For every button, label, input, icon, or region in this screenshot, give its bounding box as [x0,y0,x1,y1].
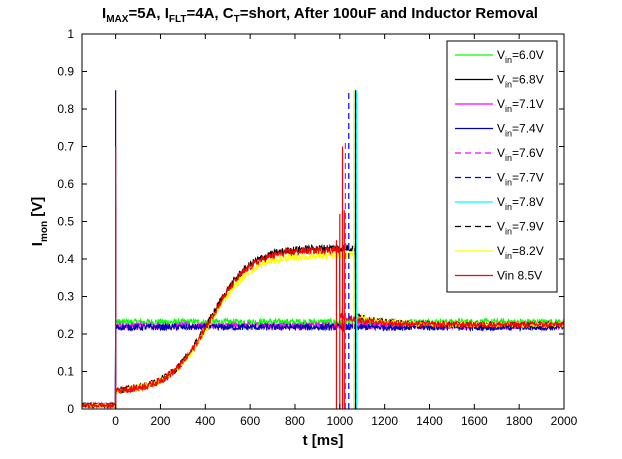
x-tick-label: 1000 [326,414,353,428]
title-part: FLT [169,14,187,25]
x-tick-label: 400 [195,414,215,428]
title-part: I [102,5,106,22]
legend-label: Vin=7.7V [497,171,544,188]
legend-label: Vin 8.5V [497,269,542,283]
x-tick-label: 1800 [506,414,533,428]
series-line [82,321,564,409]
y-tick-label: 0.6 [57,177,74,191]
plot-area [82,90,564,409]
x-tick-label: 200 [150,414,170,428]
x-axis-label: t [ms] [303,432,344,449]
y-tick-label: 0.7 [57,140,74,154]
title-part: T [234,14,240,25]
legend: Vin=6.0V Vin=6.8V Vin=7.1V Vin=7.4V Vin=7.6V… [446,40,558,293]
title-part: MAX [106,14,129,25]
x-tick-label: 0 [112,414,119,428]
legend-label: Vin=7.4V [497,122,544,139]
y-tick-label: 0.9 [57,65,74,79]
legend-label: Vin=6.0V [497,48,544,65]
x-tick-label: 2000 [551,414,578,428]
y-tick-label: 0.4 [57,252,74,266]
title-part: =5A, I [128,5,168,22]
legend-label: Vin=8.2V [497,244,544,261]
title-part: =4A, C [186,5,233,22]
chart-title: IMAX=5A, IFLT=4A, CT=short, After 100uF … [102,5,538,25]
x-tick-label: 1400 [416,414,443,428]
legend-label: Vin=6.8V [497,73,544,90]
axis-ticks: 0 200 400 600 800 1000 1200 1400 1600 1800 2000 0 0.… [57,27,577,428]
y-tick-label: 0.5 [57,215,74,229]
series-line [82,245,564,409]
legend-label: Vin=7.8V [497,195,544,212]
x-tick-label: 800 [285,414,305,428]
legend-label: Vin=7.6V [497,146,544,163]
legend-label: Vin=7.9V [497,220,544,237]
x-tick-label: 1600 [461,414,488,428]
title-part: =short, After 100uF and Inductor Removal [240,5,538,22]
y-tick-label: 1 [67,27,74,41]
y-tick-label: 0.3 [57,290,74,304]
y-tick-label: 0.8 [57,102,74,116]
y-tick-label: 0.2 [57,327,74,341]
x-tick-label: 600 [240,414,260,428]
legend-label: Vin=7.1V [497,97,544,114]
y-tick-label: 0 [67,402,74,416]
legend-box [446,40,558,293]
y-tick-label: 0.1 [57,365,74,379]
x-tick-label: 1200 [371,414,398,428]
y-axis-label: Imon [V] [29,197,50,246]
